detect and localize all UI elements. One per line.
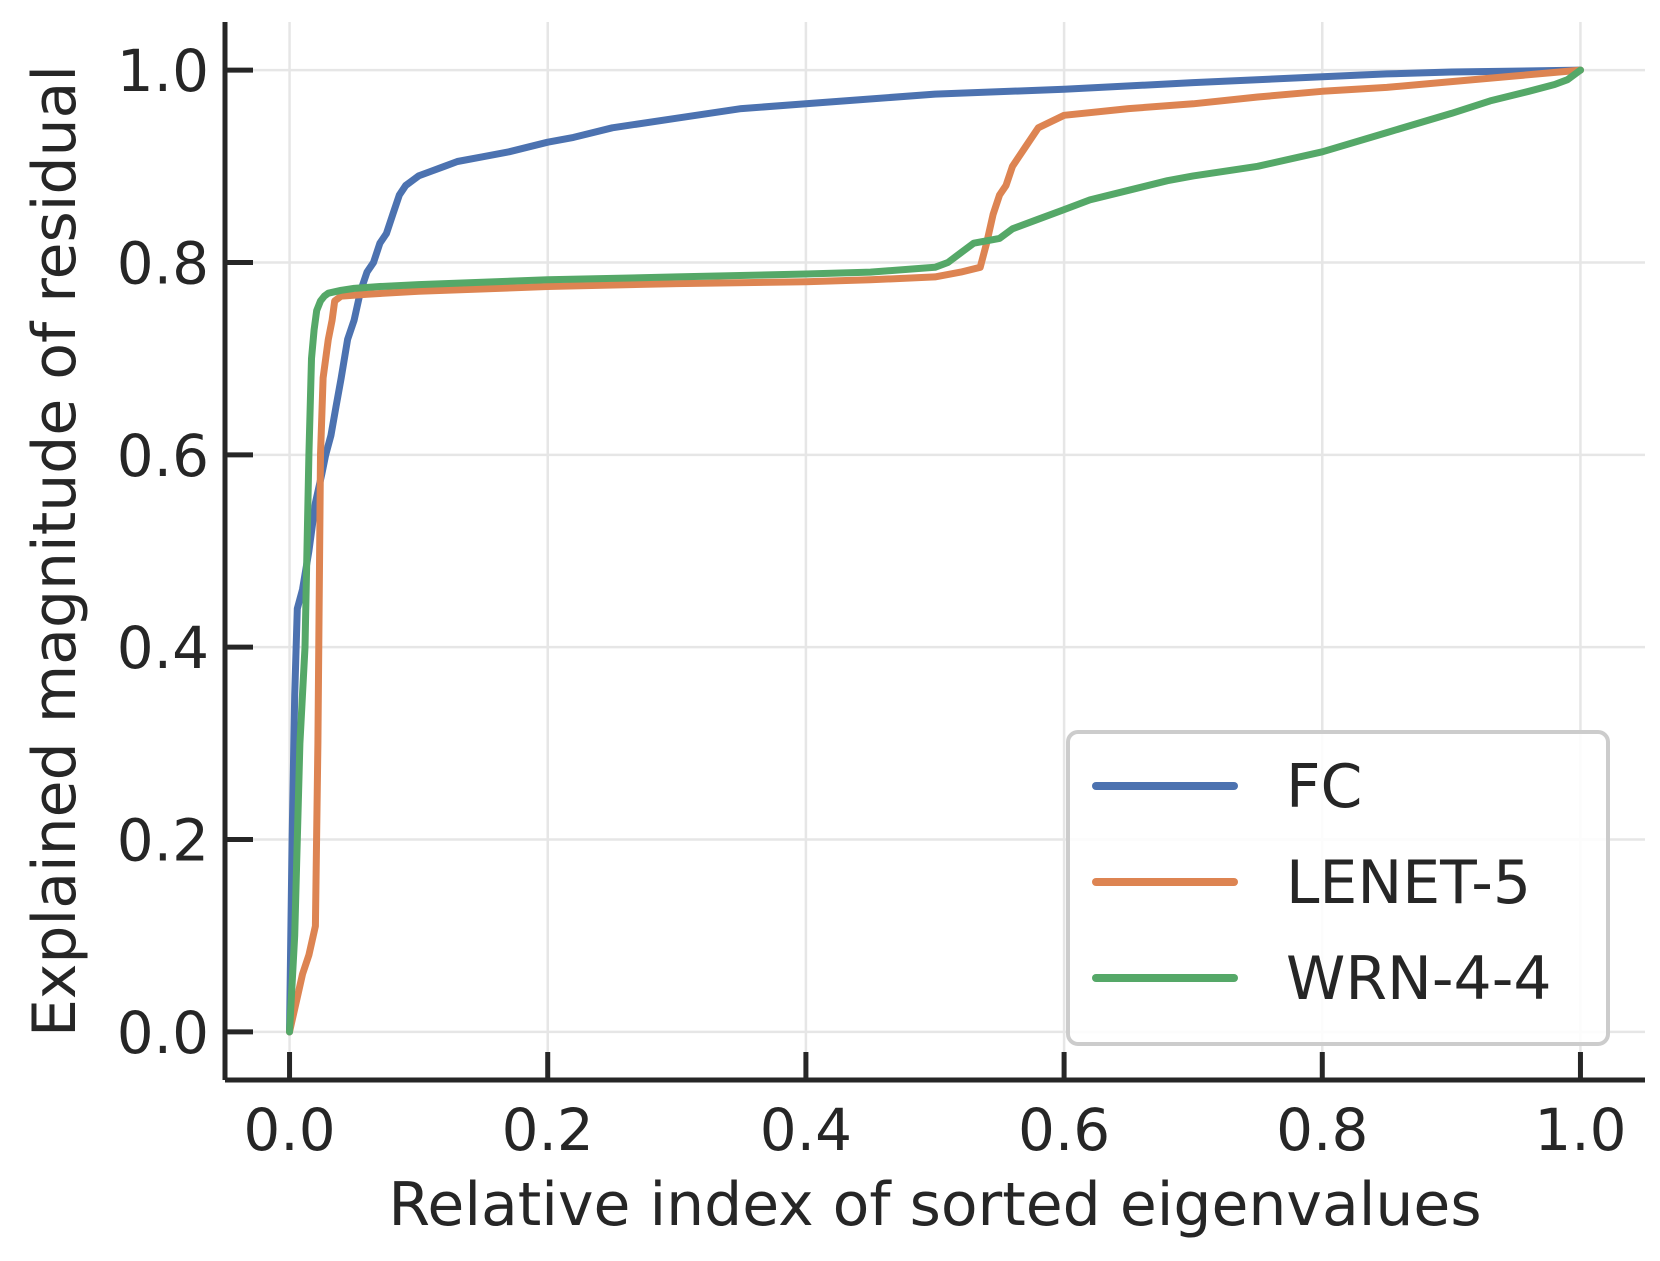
series-line-lenet-5 <box>286 66 1584 1036</box>
y-tick-label-3: 0.6 <box>117 422 209 490</box>
x-tick-label-5: 1.0 <box>1534 1096 1626 1164</box>
series-line-wrn-4-4 <box>286 66 1584 1036</box>
axis-ticks: 0.0 0.2 0.4 0.6 0.8 1.0 0.0 0.2 0.4 0.6 0.8 1.0 <box>117 37 1627 1164</box>
grid <box>225 22 1645 1080</box>
y-tick-label-1: 0.2 <box>117 807 209 875</box>
x-tick-label-2: 0.4 <box>760 1096 852 1164</box>
y-tick-label-0: 0.0 <box>117 999 209 1067</box>
legend-label-lenet-5: LENET-5 <box>1286 848 1531 918</box>
x-tick-label-1: 0.2 <box>502 1096 594 1164</box>
series-group <box>286 66 1584 1036</box>
y-tick-label-5: 1.0 <box>117 37 209 105</box>
x-axis-label: Relative index of sorted eigenvalues <box>388 1170 1481 1240</box>
x-tick-label-4: 0.8 <box>1276 1096 1368 1164</box>
axes-spines <box>222 22 1645 1083</box>
x-tick-label-3: 0.6 <box>1018 1096 1110 1164</box>
y-tick-label-4: 0.8 <box>117 229 209 297</box>
legend-box <box>1066 730 1610 1046</box>
y-axis-label: Explained magnitude of residual <box>20 65 90 1037</box>
legend-label-wrn-4-4: WRN-4-4 <box>1286 944 1552 1014</box>
legend: FC LENET-5 WRN-4-4 <box>1066 730 1610 1046</box>
x-tick-label-0: 0.0 <box>243 1096 335 1164</box>
legend-label-fc: FC <box>1286 752 1362 822</box>
y-tick-label-2: 0.4 <box>117 614 209 682</box>
